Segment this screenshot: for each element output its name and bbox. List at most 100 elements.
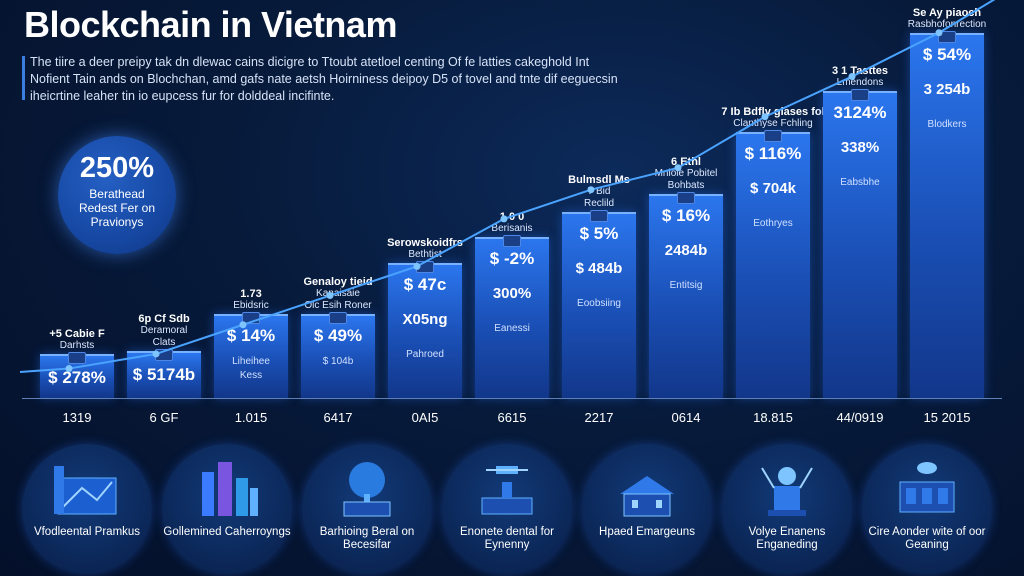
bar-top-label: Olc Esih Roner — [304, 300, 372, 312]
x-tick-label: 44/0919 — [836, 410, 884, 425]
x-axis-line — [22, 398, 1002, 399]
bar-top-label: Bohbats — [667, 179, 705, 191]
bar — [823, 91, 897, 398]
bar-value: $ 47c — [403, 274, 447, 294]
bar-top-label: Clanthyse Fchling — [733, 117, 813, 129]
bar-top-label: 1.73 — [240, 288, 262, 301]
sector-label: Gollemined Caherroyngs — [163, 526, 291, 538]
growth-badge: 250% Berathead Redest Fer on Pravionys — [58, 136, 176, 254]
bar-top-label: 3 1 Tasttes — [831, 65, 889, 78]
bar-value-secondary: $ 484b — [575, 259, 623, 277]
badge-text: Berathead Redest Fer on Pravionys — [78, 187, 156, 229]
bar-sub-label: Eabsbhe — [840, 177, 880, 189]
bar-value: $ 16% — [661, 205, 711, 225]
accent-bar — [22, 56, 25, 100]
bar-marker — [677, 191, 695, 204]
bar-marker — [764, 129, 782, 142]
bar-top-label: 6p Cf Sdb — [138, 312, 190, 325]
bar-marker — [851, 89, 869, 102]
bar-sub-label: Kess — [239, 370, 263, 382]
bar-top-label: Berisanis — [491, 223, 533, 235]
buildings-icon — [620, 476, 674, 517]
bar — [475, 237, 549, 398]
x-tick-label: 15 2015 — [923, 410, 971, 425]
bar-top-label: Lmendons — [836, 77, 884, 89]
sector-label: Cire Aonder wite of oor Geaning — [868, 526, 986, 551]
x-tick-label: 18.815 — [753, 410, 793, 425]
bar-marker — [329, 312, 347, 325]
x-tick-label: 1319 — [62, 410, 92, 425]
drone-icon — [481, 466, 533, 515]
sector-label: Barhioing Beral on Becesifar — [319, 526, 415, 551]
bar-top-label: Se Ay piaoch — [912, 7, 982, 19]
bar-top-label: Bethtist — [408, 248, 442, 260]
sector-circle: Cire Aonder wite of oor Geaning — [862, 444, 992, 574]
x-tick-label: 1.015 — [234, 410, 268, 425]
bar-value-secondary: 338% — [840, 139, 880, 157]
description: The tiire a deer preipy tak dn dlewac ca… — [30, 55, 618, 103]
bar-sub-label: Entitsig — [669, 279, 703, 291]
trend-point — [587, 186, 595, 194]
trend-point — [326, 292, 334, 300]
bar — [736, 131, 810, 398]
trend-point — [500, 215, 508, 223]
bar-value: $ 54% — [922, 45, 972, 64]
trend-point — [65, 365, 73, 373]
x-tick-label: 6 GF — [149, 410, 179, 425]
sector-label: Volye Enanens Enganeding — [748, 526, 826, 551]
bar-top-label: Reclild — [583, 197, 615, 209]
x-tick-label: 6417 — [323, 410, 353, 425]
bar-marker — [590, 209, 608, 222]
sector-circle: Enonete dental for Eynenny — [442, 444, 572, 574]
trend-point — [935, 29, 943, 37]
skyscraper-icon — [202, 462, 258, 516]
bar-value: $ -2% — [489, 249, 535, 269]
sector-circle: Hpaed Emargeuns — [582, 444, 712, 574]
bar-sub-label: Blodkers — [927, 119, 967, 130]
bar-marker — [68, 352, 86, 365]
robot-icon — [761, 467, 813, 516]
page-title: Blockchain in Vietnam — [24, 4, 397, 45]
bar-value-secondary: X05ng — [402, 310, 448, 328]
x-tick-label: 0614 — [671, 410, 701, 425]
trend-path — [19, 0, 996, 373]
city-network-icon — [54, 466, 117, 515]
tree-house-icon — [343, 462, 391, 517]
x-tick-label: 0AI5 — [411, 410, 439, 425]
x-tick-label: 2217 — [584, 410, 614, 425]
bar-marker — [938, 31, 956, 43]
bar-value: $ 116% — [744, 143, 802, 163]
bar-value: $ 5% — [579, 223, 619, 243]
bar-sub-label: Pahroed — [406, 348, 444, 360]
sector-label: Vfodleental Pramkus — [33, 526, 141, 538]
trend-point — [413, 262, 421, 270]
bar-value: $ 5174b — [132, 364, 196, 384]
x-tick-label: 6615 — [497, 410, 527, 425]
sector-label: Enonete dental for Eynenny — [460, 526, 554, 551]
bar-value: $ 14% — [226, 326, 276, 346]
bar-value: $ 49% — [313, 326, 363, 346]
server-icon — [899, 462, 955, 513]
bar-value-secondary: 300% — [492, 285, 532, 303]
bar-top-label: Rasbhofonrection — [907, 19, 987, 30]
trend-point — [152, 350, 160, 358]
bar-value: $ 278% — [48, 368, 106, 388]
bar-top-label: Genaloy tieid — [303, 276, 373, 289]
sector-label: Hpaed Emargeuns — [599, 526, 695, 538]
bar-value-secondary: 3 254b — [923, 81, 971, 98]
bar-value-secondary: $ 704k — [750, 179, 796, 197]
bar-sub-label: $ 104b — [322, 356, 354, 368]
bar-top-label: 7 Ib Bdfly glases fol — [721, 105, 825, 118]
sector-circle: Vfodleental Pramkus — [22, 444, 152, 574]
bar-top-label: Deramoral — [140, 324, 188, 336]
sector-circle: Barhioing Beral on Becesifar — [302, 444, 432, 574]
bar-top-label: Ebidsric — [233, 300, 269, 312]
sector-circle: Volye Enanens Enganeding — [722, 444, 852, 574]
bar-top-label: 7 Bid — [587, 185, 611, 197]
bar-sub-label: Eothryes — [753, 217, 793, 229]
bar-top-label: Darhsts — [59, 340, 95, 352]
trend-point — [239, 321, 247, 329]
bar-marker — [503, 235, 521, 248]
